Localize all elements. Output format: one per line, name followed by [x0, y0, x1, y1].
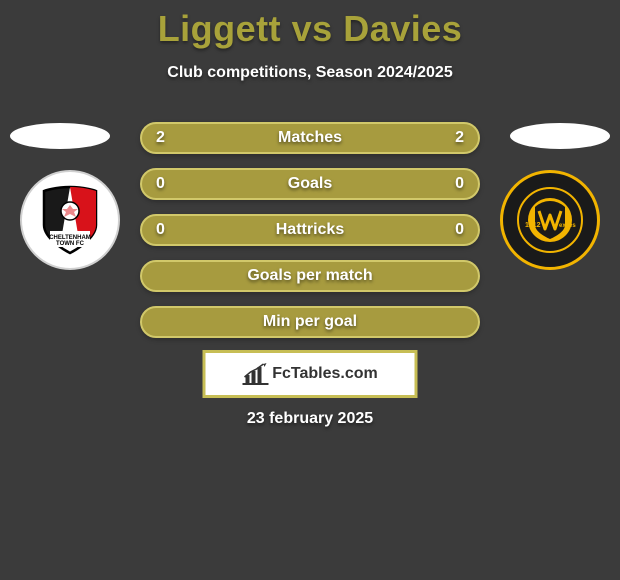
team-left-name-line2: TOWN FC [56, 241, 84, 247]
bar-chart-icon [242, 363, 268, 385]
stat-label: Goals per match [247, 267, 372, 285]
stat-left-value: 0 [156, 175, 165, 193]
date-line: 23 february 2025 [0, 410, 620, 428]
brand-box[interactable]: FcTables.com [203, 350, 418, 398]
stat-row-hattricks: 0 Hattricks 0 [140, 214, 480, 246]
stat-label: Hattricks [276, 221, 344, 239]
team-logo-right: 1912 exiles [500, 170, 600, 270]
stat-label: Matches [278, 129, 342, 147]
stat-right-value: 0 [455, 221, 464, 239]
team-crest-left: CHELTENHAM TOWN FC [40, 185, 100, 255]
player-ellipse-left [10, 123, 110, 149]
brand-text: FcTables.com [272, 365, 378, 383]
stat-label: Min per goal [263, 313, 357, 331]
stat-left-value: 2 [156, 129, 165, 147]
team-left-name: CHELTENHAM TOWN FC [49, 235, 91, 247]
stat-row-min-per-goal: Min per goal [140, 306, 480, 338]
stat-row-matches: 2 Matches 2 [140, 122, 480, 154]
stat-row-goals-per-match: Goals per match [140, 260, 480, 292]
stat-right-value: 2 [455, 129, 464, 147]
stat-label: Goals [288, 175, 332, 193]
subtitle: Club competitions, Season 2024/2025 [0, 64, 620, 82]
page-title: Liggett vs Davies [0, 0, 620, 50]
team-logo-left: CHELTENHAM TOWN FC [20, 170, 120, 270]
stat-left-value: 0 [156, 221, 165, 239]
stat-row-goals: 0 Goals 0 [140, 168, 480, 200]
stat-right-value: 0 [455, 175, 464, 193]
player-ellipse-right [510, 123, 610, 149]
team-right-year: 1912 [525, 222, 541, 229]
stats-rows: 2 Matches 2 0 Goals 0 0 Hattricks 0 Goal… [140, 122, 480, 338]
team-right-tag: exiles [559, 223, 576, 229]
team-crest-right: 1912 exiles [511, 181, 589, 259]
